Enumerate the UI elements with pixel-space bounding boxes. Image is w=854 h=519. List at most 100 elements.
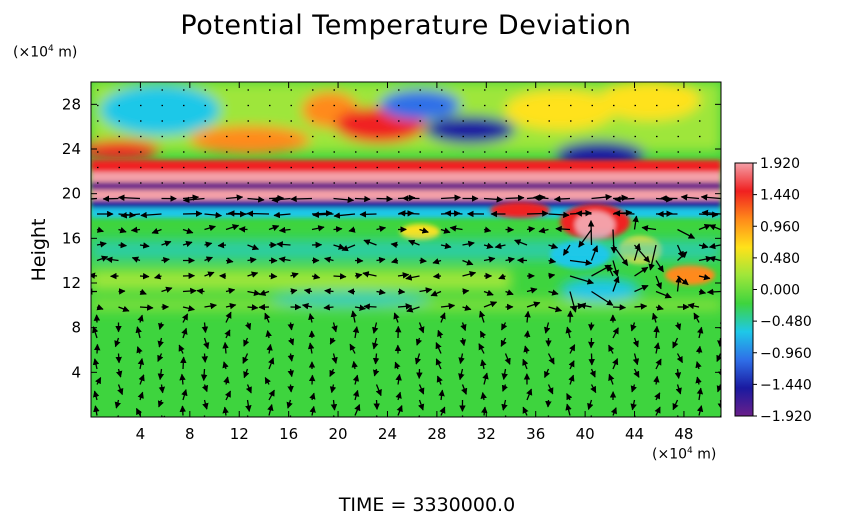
wind-vector [612, 276, 620, 292]
wind-vector [672, 399, 679, 411]
colorbar-bar [734, 162, 754, 417]
wind-vector [548, 257, 557, 264]
wind-vector [526, 226, 536, 233]
wind-vector [376, 225, 387, 233]
wind-vector [222, 361, 229, 370]
wind-vector [181, 327, 188, 339]
wind-vector [311, 273, 321, 280]
wind-vector [222, 406, 229, 416]
wind-vector [461, 384, 468, 395]
wind-vector [548, 272, 556, 280]
wind-vector [675, 276, 682, 292]
wind-vector [278, 256, 291, 263]
wind-vector [372, 368, 380, 377]
wind-vector [587, 220, 595, 246]
wind-vector [548, 211, 570, 219]
wind-vector [610, 229, 617, 254]
wind-vector [555, 225, 571, 233]
wind-vector [440, 227, 451, 234]
wind-vector [268, 357, 275, 370]
wind-vector [140, 211, 162, 219]
wind-vector [238, 226, 248, 233]
y-tick-label: 28 [62, 95, 81, 113]
wind-vector [479, 310, 486, 323]
colorbar-label: −0.960 [760, 346, 812, 362]
wind-vector [478, 343, 485, 354]
wind-vector [287, 384, 294, 393]
wind-vector [630, 322, 637, 332]
wind-vector [139, 288, 147, 295]
wind-vector [460, 322, 467, 332]
wind-vector [408, 239, 420, 246]
wind-vector [330, 399, 338, 411]
y-tick-label: 16 [62, 229, 81, 247]
wind-vector [633, 243, 641, 261]
wind-vector [543, 322, 551, 334]
wind-vector [500, 337, 507, 347]
wind-vector [96, 304, 104, 311]
y-unit-suffix: m) [53, 44, 78, 61]
wind-vector [653, 342, 661, 354]
x-tick-label: 44 [625, 425, 644, 443]
y-tick-label: 12 [62, 274, 81, 292]
wind-vector [179, 373, 186, 385]
wind-vector [655, 304, 664, 311]
wind-vector [225, 287, 236, 295]
wind-vector [632, 337, 639, 348]
wind-vector [654, 392, 661, 401]
wind-vector [323, 304, 334, 311]
wind-vector [265, 330, 272, 339]
wind-vector [655, 275, 662, 290]
wind-vector [501, 399, 508, 411]
wind-vector [494, 242, 506, 250]
wind-vector [588, 322, 595, 331]
wind-vector [483, 242, 494, 250]
wind-vector [151, 227, 162, 234]
wind-vector [526, 301, 541, 308]
wind-vector [178, 344, 185, 354]
wind-vector [268, 272, 278, 280]
wind-vector [376, 195, 393, 203]
wind-vector [505, 256, 515, 264]
wind-vector [590, 384, 597, 394]
wind-vector [182, 287, 197, 295]
wind-vector [632, 215, 639, 230]
wind-vector [324, 256, 334, 263]
wind-vector [612, 260, 619, 277]
wind-vector [182, 240, 193, 248]
wind-vector [591, 290, 614, 306]
wind-vector [217, 241, 227, 249]
wind-vector [182, 196, 205, 204]
wind-vector [701, 209, 721, 217]
wind-vector [698, 288, 707, 295]
wind-vector [247, 304, 259, 311]
colorbar-ticks: 1.920 1.440 0.960 0.480 0.000 −0.480 −0.960 −1.… [753, 156, 812, 425]
wind-vector [91, 197, 98, 200]
wind-vector [312, 211, 334, 219]
wind-vector [118, 227, 127, 234]
wind-vector [264, 312, 271, 323]
y-unit-exponent: 4 [48, 44, 54, 54]
wind-vector [548, 242, 559, 250]
wind-vector [590, 245, 599, 261]
wind-vector [373, 399, 380, 410]
wind-vector [504, 353, 511, 365]
wind-vector [354, 403, 361, 416]
wind-vector [158, 384, 166, 394]
x-tick-label: 48 [674, 425, 693, 443]
wind-vector [247, 256, 257, 264]
wind-vector [268, 389, 275, 401]
wind-vector [196, 288, 205, 295]
wind-vector [352, 374, 360, 385]
wind-vector [91, 272, 98, 279]
wind-vector [458, 368, 465, 381]
wind-vector [500, 322, 508, 331]
x-axis-unit: (×104 m) [652, 446, 716, 463]
plot-frame [90, 81, 722, 418]
wind-vector [329, 384, 337, 394]
wind-vector [569, 275, 594, 285]
wind-vector [362, 271, 377, 278]
wind-vector [716, 384, 721, 393]
wind-vector [397, 288, 406, 295]
wind-vector [158, 322, 165, 330]
